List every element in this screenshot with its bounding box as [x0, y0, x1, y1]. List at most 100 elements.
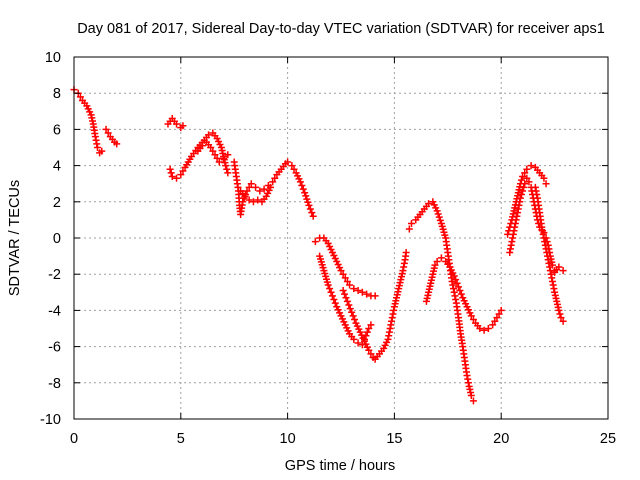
data-point: [252, 183, 260, 191]
data-point: [433, 207, 441, 215]
data-point: [330, 296, 338, 304]
ticks-layer: [73, 56, 609, 420]
data-point: [102, 125, 110, 133]
data-point: [326, 285, 334, 293]
data-point: [304, 198, 312, 206]
data-point: [309, 212, 317, 220]
data-point: [351, 315, 359, 323]
data-point: [76, 93, 84, 101]
data-point: [555, 263, 563, 271]
data-point: [453, 279, 461, 287]
data-point: [454, 283, 462, 291]
y-tick-label: -10: [40, 412, 61, 428]
data-point: [523, 165, 531, 173]
data-point: [425, 200, 433, 208]
data-point: [495, 310, 503, 318]
data-point: [343, 297, 351, 305]
data-point: [93, 144, 101, 151]
data-point: [452, 276, 460, 284]
data-point: [456, 286, 464, 294]
y-tick-label: 6: [53, 122, 61, 138]
data-point: [224, 151, 232, 159]
x-tick-label: 5: [177, 431, 185, 447]
y-tick-label: -2: [48, 267, 61, 283]
data-point: [433, 258, 441, 266]
data-point: [222, 162, 230, 170]
data-point: [179, 122, 187, 130]
data-point: [343, 277, 351, 285]
data-point: [205, 131, 213, 139]
data-point: [179, 167, 187, 175]
data-point: [523, 174, 531, 182]
x-tick-label: 25: [600, 431, 616, 447]
y-tick-label: 2: [53, 195, 61, 211]
data-point: [269, 178, 277, 186]
data-point: [497, 306, 505, 314]
data-point: [371, 292, 379, 300]
data-point: [519, 172, 527, 180]
y-axis-label: SDTVAR / TECUs: [7, 180, 23, 296]
data-point: [177, 171, 185, 179]
data-point: [469, 397, 477, 405]
data-point: [489, 321, 497, 329]
data-point: [173, 174, 181, 182]
data-point: [207, 144, 215, 151]
data-point: [220, 154, 228, 162]
data-point: [484, 325, 492, 332]
data-point: [521, 180, 529, 188]
data-point: [223, 165, 231, 173]
data-point: [354, 339, 362, 347]
data-point: [305, 201, 313, 209]
data-point: [247, 180, 255, 188]
x-tick-label: 15: [386, 431, 402, 447]
data-point: [267, 183, 275, 191]
data-point: [211, 151, 219, 159]
y-tick-label: 4: [53, 159, 61, 175]
data-point: [339, 286, 347, 294]
data-point: [299, 185, 307, 193]
data-point: [556, 310, 564, 318]
data-point: [271, 174, 279, 182]
data-point: [245, 196, 253, 204]
data-point: [525, 178, 533, 186]
data-point: [493, 314, 501, 322]
x-tick-labels: 0 5 10 15 20 25: [70, 431, 616, 447]
data-point: [346, 305, 354, 313]
data-point: [480, 326, 488, 334]
data-point: [167, 169, 175, 177]
data-point: [367, 321, 375, 329]
data-point: [559, 317, 567, 325]
data-point: [308, 209, 316, 217]
data-point: [348, 308, 356, 316]
data-point: [450, 272, 458, 280]
data-point: [491, 317, 499, 325]
data-point: [98, 147, 106, 155]
x-tick-label: 20: [493, 431, 509, 447]
data-point: [542, 180, 550, 188]
data-point: [402, 248, 410, 256]
data-point: [288, 162, 296, 170]
data-point: [173, 120, 181, 128]
data-point: [224, 169, 232, 177]
data-point: [113, 140, 121, 148]
data-point: [215, 158, 223, 166]
data-point: [540, 174, 548, 182]
data-point: [517, 191, 525, 199]
data-point: [365, 346, 373, 354]
data-point: [516, 194, 524, 202]
y-tick-label: -8: [48, 376, 61, 392]
data-point: [198, 142, 206, 150]
data-point: [519, 187, 527, 195]
y-tick-labels: -10 -8 -6 -4 -2 0 2 4 6 8 10: [40, 50, 61, 428]
data-point: [345, 301, 353, 309]
data-point: [311, 238, 319, 246]
data-point: [296, 178, 304, 186]
data-point: [358, 288, 366, 296]
data-point: [254, 196, 262, 204]
data-point: [469, 315, 477, 323]
data-point: [435, 213, 443, 221]
x-tick-label: 10: [280, 431, 296, 447]
data-point: [517, 176, 525, 184]
data-point: [527, 162, 535, 170]
data-point: [213, 154, 221, 162]
